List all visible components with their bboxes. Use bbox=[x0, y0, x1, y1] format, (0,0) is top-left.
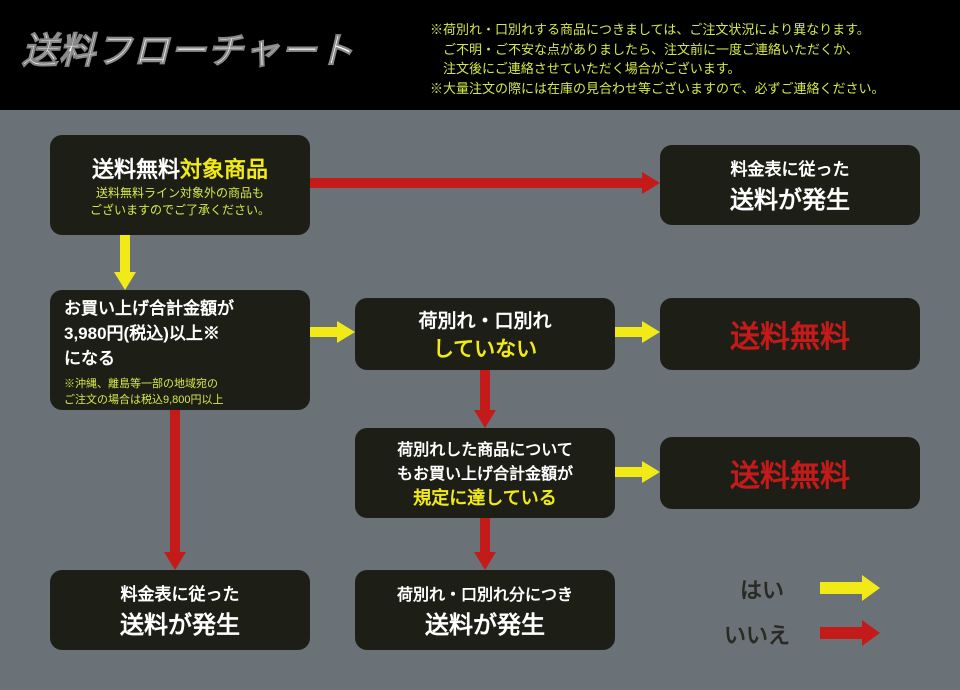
note-line: ご不明・ご不安な点がありましたら、注文前に一度ご連絡いただくか、 bbox=[430, 40, 884, 60]
arrow-shaft bbox=[820, 582, 862, 594]
arrow-head bbox=[474, 410, 496, 428]
arrow-shaft bbox=[120, 235, 130, 272]
legend-label: はい bbox=[740, 573, 784, 605]
node-text: 送料が発生 bbox=[120, 605, 240, 640]
node-text: 送料が発生 bbox=[730, 180, 850, 215]
note-line: ※荷別れ・口別れする商品につきましては、ご注文状況により異なります。 bbox=[430, 20, 884, 40]
flow-node-E: 送料無料 bbox=[660, 298, 920, 370]
node-text: 3,980円(税込)以上※ bbox=[64, 319, 220, 344]
note-line: 注文後にご連絡させていただく場合がございます。 bbox=[430, 59, 884, 79]
arrow-head bbox=[862, 575, 880, 601]
arrow-shaft bbox=[820, 627, 862, 639]
node-text: お買い上げ合計金額が bbox=[64, 294, 234, 319]
flow-node-B: 料金表に従った送料が発生 bbox=[660, 145, 920, 225]
arrow-head bbox=[642, 321, 660, 343]
header-notes: ※荷別れ・口別れする商品につきましては、ご注文状況により異なります。 ご不明・ご… bbox=[430, 20, 884, 98]
node-text: ご注文の場合は税込9,800円以上 bbox=[64, 391, 224, 407]
flow-node-F: 荷別れした商品についてもお買い上げ合計金額が規定に達している bbox=[355, 428, 615, 518]
node-text: 送料無料 bbox=[92, 157, 180, 182]
arrow-shaft bbox=[310, 327, 337, 337]
node-text: ※沖縄、離島等一部の地域宛の bbox=[64, 375, 218, 391]
flow-node-H: 料金表に従った送料が発生 bbox=[50, 570, 310, 650]
arrow-head bbox=[474, 552, 496, 570]
node-text: 送料が発生 bbox=[425, 605, 545, 640]
page-title: 送料フローチャート bbox=[22, 22, 355, 74]
arrow-shaft bbox=[615, 327, 642, 337]
node-text: 送料無料ライン対象外の商品も bbox=[96, 184, 264, 201]
node-text: になる bbox=[64, 344, 115, 369]
flow-node-C: お買い上げ合計金額が3,980円(税込)以上※になる ※沖縄、離島等一部の地域宛の… bbox=[50, 290, 310, 410]
flow-node-G: 送料無料 bbox=[660, 437, 920, 509]
arrow-shaft bbox=[615, 467, 642, 477]
node-text: 荷別れ・口別れ bbox=[418, 306, 551, 333]
arrow-shaft bbox=[310, 178, 642, 188]
node-text: ございますのでご了承ください。 bbox=[90, 201, 270, 218]
arrow-head bbox=[642, 172, 660, 194]
arrow-head bbox=[337, 321, 355, 343]
legend-label: いいえ bbox=[724, 618, 790, 650]
node-text: 荷別れした商品について bbox=[397, 436, 573, 460]
arrow-head bbox=[164, 552, 186, 570]
arrow-shaft bbox=[480, 518, 490, 552]
node-text: 送料無料 bbox=[730, 451, 850, 495]
note-line: ※大量注文の際には在庫の見合わせ等ございますので、必ずご連絡ください。 bbox=[430, 79, 884, 99]
node-text: 料金表に従った bbox=[731, 155, 850, 180]
arrow-head bbox=[862, 620, 880, 646]
arrow-shaft bbox=[480, 370, 490, 410]
node-text: 荷別れ・口別れ分につき bbox=[397, 581, 573, 605]
flow-node-I: 荷別れ・口別れ分につき送料が発生 bbox=[355, 570, 615, 650]
node-text: もお買い上げ合計金額が bbox=[397, 460, 573, 484]
node-text: 対象商品 bbox=[180, 157, 268, 182]
flow-node-D: 荷別れ・口別れしていない bbox=[355, 298, 615, 370]
node-text: 送料無料 bbox=[730, 312, 850, 356]
node-text: していない bbox=[433, 333, 537, 363]
arrow-head bbox=[114, 272, 136, 290]
arrow-shaft bbox=[170, 410, 180, 552]
flow-node-A: 送料無料対象商品送料無料ライン対象外の商品もございますのでご了承ください。 bbox=[50, 135, 310, 235]
arrow-head bbox=[642, 461, 660, 483]
node-text: 規定に達している bbox=[413, 484, 556, 510]
node-text: 料金表に従った bbox=[121, 580, 240, 605]
